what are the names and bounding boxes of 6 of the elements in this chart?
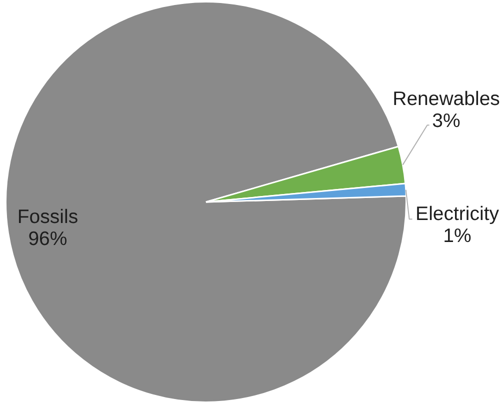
slice-label: Renewables bbox=[392, 88, 500, 110]
data-label: 96% bbox=[28, 228, 68, 250]
slice-label: Electricity bbox=[416, 203, 500, 226]
slice-label: Fossils bbox=[17, 206, 78, 228]
data-label: 3% bbox=[432, 110, 460, 132]
data-label: 1% bbox=[443, 225, 472, 248]
